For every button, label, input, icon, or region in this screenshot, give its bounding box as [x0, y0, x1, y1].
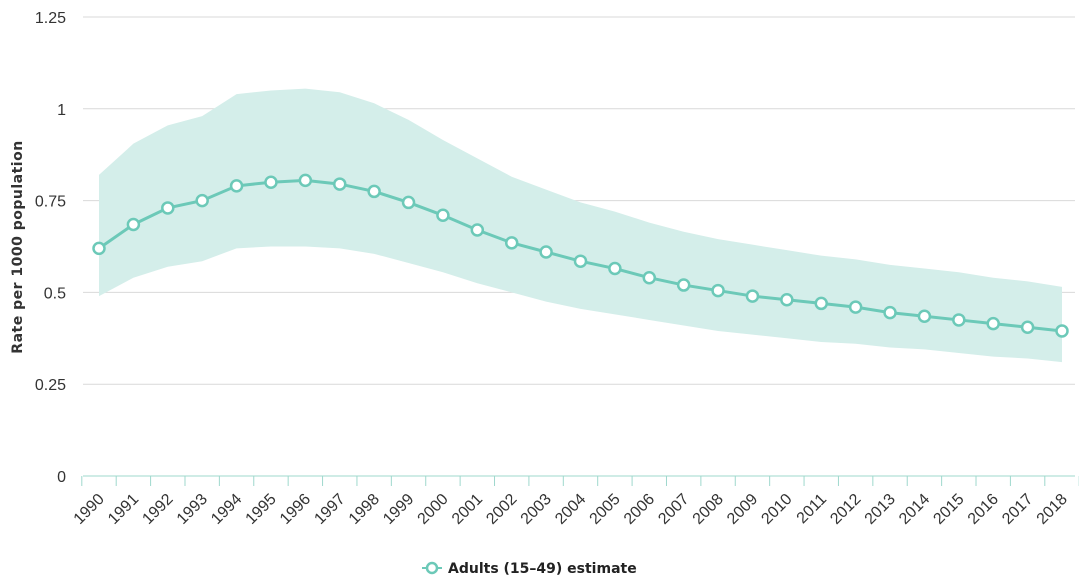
data-point: [814, 296, 828, 311]
data-point: [745, 289, 760, 303]
x-tick-label: 1996: [277, 491, 314, 528]
data-point: [229, 179, 244, 193]
y-tick-label: 0.75: [35, 194, 66, 211]
data-point: [676, 278, 691, 292]
x-tick-label: 2013: [862, 491, 899, 528]
data-point: [780, 292, 794, 307]
x-tick-label: 2017: [999, 491, 1036, 528]
x-tick-label: 2001: [449, 491, 486, 528]
x-tick-label: 2012: [827, 491, 864, 528]
data-point: [298, 173, 313, 188]
x-tick-label: 2015: [930, 491, 967, 528]
data-point: [161, 201, 175, 215]
x-tick-label: 2018: [1034, 491, 1071, 528]
data-point: [333, 177, 347, 191]
x-tick-label: 2004: [552, 491, 589, 528]
data-point: [436, 208, 450, 223]
legend-marker-icon: [425, 561, 439, 575]
data-point: [126, 217, 141, 232]
x-axis: 1990199119921993199419951996199719981999…: [71, 475, 1079, 528]
x-tick-label: 2000: [415, 491, 452, 528]
x-tick-label: 2003: [518, 491, 555, 528]
x-tick-label: 2005: [587, 491, 624, 528]
data-point: [952, 313, 966, 327]
x-tick-label: 2011: [794, 491, 830, 527]
legend[interactable]: Adults (15–49) estimate: [422, 561, 637, 577]
data-point: [92, 241, 106, 256]
data-point: [883, 305, 897, 320]
y-axis-title: Rate per 1000 population: [10, 140, 26, 353]
x-tick-label: 2008: [690, 491, 727, 528]
y-axis: 0 0.25 0.5 0.75 1 1.25: [35, 10, 66, 486]
x-tick-label: 1993: [174, 491, 211, 528]
series-points: [92, 173, 1069, 338]
x-tick-label: 1994: [208, 491, 245, 528]
data-point: [986, 316, 1000, 331]
x-tick-label: 2009: [724, 491, 761, 528]
uncertainty-band: [99, 88, 1062, 363]
data-point: [470, 223, 485, 237]
data-point: [1055, 324, 1069, 338]
x-tick-label: 1995: [243, 491, 280, 528]
x-tick-label: 1990: [71, 491, 108, 528]
data-point: [642, 270, 657, 285]
legend-label: Adults (15–49) estimate: [448, 561, 637, 577]
y-tick-label: 0.5: [44, 285, 66, 302]
x-tick-label: 1992: [139, 491, 176, 528]
x-tick-label: 2016: [965, 491, 1002, 528]
x-tick-label: 2010: [758, 491, 795, 528]
data-point: [539, 245, 553, 259]
x-tick-label: 1999: [380, 491, 417, 528]
x-tick-label: 2014: [896, 491, 933, 528]
data-point: [608, 261, 622, 276]
x-tick-label: 1998: [346, 491, 383, 528]
x-tick-label: 2007: [655, 491, 692, 528]
x-tick-label: 2002: [483, 491, 520, 528]
data-point: [848, 300, 863, 314]
y-tick-label: 0: [57, 469, 66, 486]
x-tick-label: 1991: [105, 491, 142, 528]
data-point: [401, 195, 416, 210]
data-point: [504, 236, 519, 250]
data-point: [917, 309, 932, 324]
data-point: [367, 184, 381, 199]
data-point: [195, 193, 209, 208]
y-tick-label: 1.25: [35, 10, 66, 27]
confidence-band: [99, 88, 1062, 363]
data-point: [573, 254, 588, 268]
data-point: [1020, 320, 1035, 335]
x-tick-label: 2006: [621, 491, 658, 528]
data-point: [711, 283, 725, 298]
data-point: [264, 175, 278, 189]
x-tick-label: 1997: [311, 491, 348, 528]
y-tick-label: 1: [57, 102, 66, 119]
y-tick-label: 0.25: [35, 377, 66, 394]
